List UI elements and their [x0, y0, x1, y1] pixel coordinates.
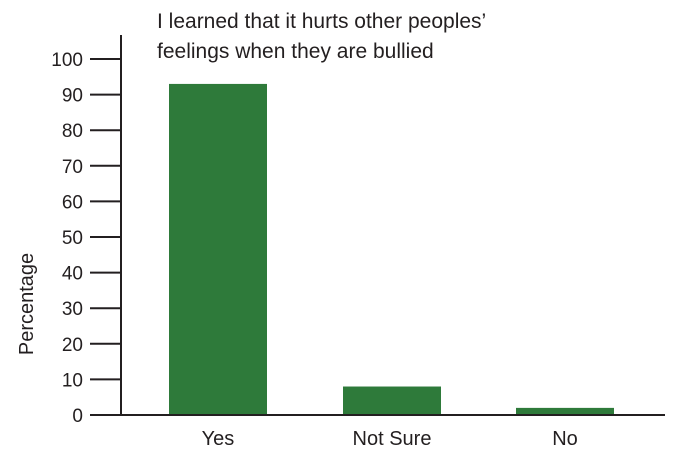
- y-tick-label: 30: [62, 299, 83, 320]
- bar-yes: [169, 83, 267, 416]
- bars: [169, 83, 614, 416]
- y-tick-label: 60: [62, 192, 83, 213]
- y-axis-ticks: 0 10 20 30 40 50 60 70 80 90 100: [51, 50, 121, 427]
- y-tick-label: 10: [62, 370, 83, 391]
- bar-no: [516, 407, 614, 415]
- y-axis-label: Percentage: [16, 253, 38, 355]
- x-category-label: Not Sure: [353, 428, 432, 450]
- y-tick-label: 50: [62, 228, 83, 249]
- y-tick-label: 80: [62, 121, 83, 142]
- x-category-label: Yes: [202, 428, 235, 450]
- x-category-label: No: [552, 428, 578, 450]
- y-tick-label: 0: [72, 406, 83, 427]
- y-tick-label: 90: [62, 86, 83, 107]
- bar-not-sure: [343, 386, 441, 415]
- x-axis-labels: Yes Not Sure No: [202, 428, 578, 450]
- y-tick-label: 40: [62, 264, 83, 285]
- y-tick-label: 70: [62, 157, 83, 178]
- chart-title-line-1: I learned that it hurts other peoples’: [157, 10, 486, 33]
- chart-title-line-2: feelings when they are bullied: [157, 40, 434, 63]
- y-tick-label: 20: [62, 335, 83, 356]
- y-tick-label: 100: [51, 50, 83, 71]
